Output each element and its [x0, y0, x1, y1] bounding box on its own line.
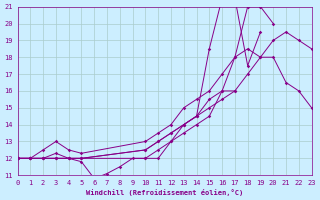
X-axis label: Windchill (Refroidissement éolien,°C): Windchill (Refroidissement éolien,°C)	[86, 189, 243, 196]
